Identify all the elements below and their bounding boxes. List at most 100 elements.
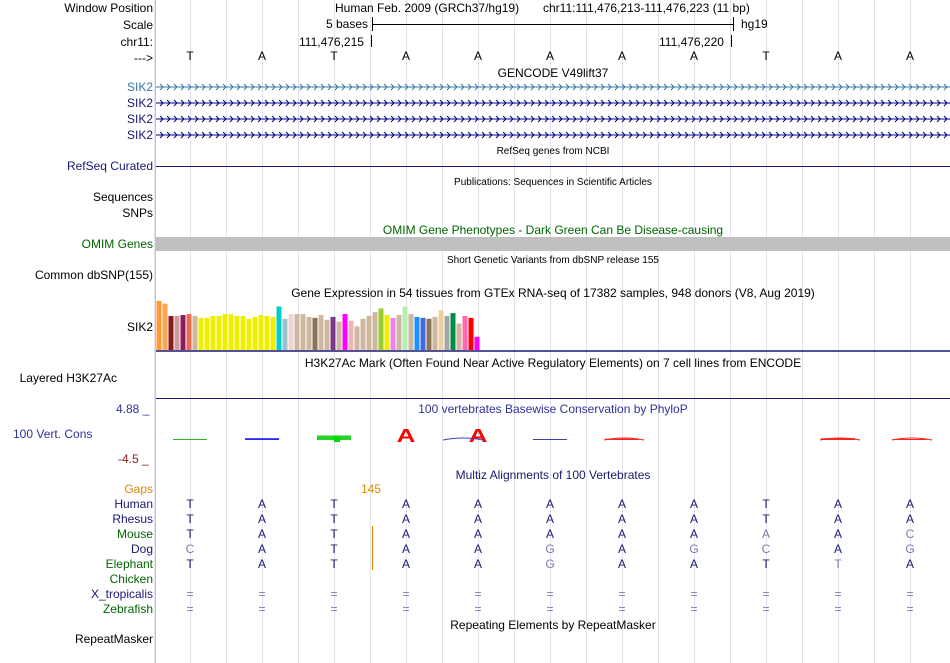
cons-marker <box>334 436 340 442</box>
gtex-gene-label[interactable]: SIK2 <box>126 320 153 334</box>
strand-chevron <box>803 99 808 107</box>
strand-chevron <box>768 131 773 139</box>
h3k27ac-label[interactable]: Layered H3K27Ac <box>19 371 117 385</box>
scale-bar <box>372 17 734 31</box>
strand-chevron <box>222 131 227 139</box>
cons-label[interactable]: 100 Vert. Cons <box>13 427 93 441</box>
strand-chevron <box>432 131 437 139</box>
strand-chevron <box>208 131 213 139</box>
cons-logo-glyph: A <box>397 426 416 446</box>
db-label: hg19 <box>741 17 768 31</box>
strand-chevron <box>929 83 934 91</box>
strand-chevron <box>208 115 213 123</box>
gencode-transcripts[interactable] <box>156 80 950 144</box>
label-gutter-border <box>155 0 156 663</box>
gtex-track-title: Gene Expression in 54 tissues from GTEx … <box>291 286 815 300</box>
strand-chevron <box>523 115 528 123</box>
strand-chevron <box>292 115 297 123</box>
strand-chevron <box>558 99 563 107</box>
coord-right-tick <box>731 35 732 47</box>
aligned-base: T <box>762 497 770 511</box>
gencode-gene-label-2[interactable]: SIK2 <box>126 96 153 110</box>
strand-chevron <box>796 131 801 139</box>
aligned-base: A <box>401 512 410 526</box>
strand-chevron <box>467 115 472 123</box>
refseq-line <box>156 166 950 167</box>
strand-chevron <box>838 115 843 123</box>
strand-chevron <box>635 115 640 123</box>
strand-chevron <box>586 83 591 91</box>
base-3: T <box>330 49 338 63</box>
aligned-base: T <box>186 512 194 526</box>
gridline <box>730 0 731 663</box>
omim-feature-bar[interactable] <box>156 237 950 251</box>
strand-chevron <box>803 115 808 123</box>
strand-chevron <box>411 99 416 107</box>
strand-chevron <box>845 99 850 107</box>
aligned-base: G <box>689 542 699 556</box>
strand-chevron <box>418 115 423 123</box>
publications-sequences-label[interactable]: Sequences <box>92 190 153 204</box>
aligned-base: A <box>257 497 266 511</box>
repeatmasker-label[interactable]: RepeatMasker <box>74 632 153 646</box>
strand-chevron <box>306 83 311 91</box>
aligned-base: A <box>257 512 266 526</box>
gtex-expression-chart[interactable] <box>156 298 950 353</box>
aligned-base: A <box>401 527 410 541</box>
strand-chevron <box>838 99 843 107</box>
publications-snps-label[interactable]: SNPs <box>122 206 153 220</box>
strand-chevron <box>313 131 318 139</box>
gencode-gene-label-4[interactable]: SIK2 <box>126 128 153 142</box>
strand-chevron <box>320 83 325 91</box>
strand-chevron <box>565 131 570 139</box>
refseq-label[interactable]: RefSeq Curated <box>66 159 153 173</box>
strand-chevron <box>901 83 906 91</box>
strand-chevron <box>432 83 437 91</box>
multiz-track-title: Multiz Alignments of 100 Vertebrates <box>455 468 651 482</box>
strand-chevron <box>481 115 486 123</box>
strand-chevron <box>586 131 591 139</box>
strand-chevron <box>334 131 339 139</box>
strand-chevron <box>313 115 318 123</box>
window-position-value: chr11:111,476,213-111,476,223 (11 bp) <box>543 1 750 15</box>
gencode-gene-label-3[interactable]: SIK2 <box>126 112 153 126</box>
omim-label[interactable]: OMIM Genes <box>81 237 153 251</box>
gtex-tissue-bar <box>324 319 330 350</box>
strand-chevron <box>656 131 661 139</box>
strand-chevron <box>348 131 353 139</box>
strand-chevron <box>250 83 255 91</box>
strand-chevron <box>558 83 563 91</box>
aligned-base: G <box>905 542 915 556</box>
gtex-tissue-bar <box>390 317 396 350</box>
strand-chevron <box>607 131 612 139</box>
strand-chevron <box>789 99 794 107</box>
strand-chevron <box>663 131 668 139</box>
strand-chevron <box>341 99 346 107</box>
strand-chevron <box>509 131 514 139</box>
aligned-base: G <box>545 557 555 571</box>
dbsnp-label[interactable]: Common dbSNP(155) <box>34 268 153 282</box>
strand-chevron <box>600 99 605 107</box>
species-label: X_tropicalis <box>90 587 153 601</box>
strand-chevron <box>537 83 542 91</box>
strand-chevron <box>705 115 710 123</box>
gtex-tissue-bar <box>204 317 210 350</box>
strand-chevron <box>908 99 913 107</box>
strand-chevron <box>341 131 346 139</box>
aligned-base: T <box>762 557 770 571</box>
strand-chevron <box>397 131 402 139</box>
strand-chevron <box>922 115 927 123</box>
strand-chevron <box>775 131 780 139</box>
strand-chevron <box>852 99 857 107</box>
strand-chevron <box>159 115 164 123</box>
gencode-gene-label-1[interactable]: SIK2 <box>126 80 153 94</box>
strand-chevron <box>243 83 248 91</box>
strand-chevron <box>887 115 892 123</box>
strand-chevron <box>425 99 430 107</box>
aligned-base: C <box>761 542 771 556</box>
strand-chevron <box>775 99 780 107</box>
strand-chevron <box>159 131 164 139</box>
strand-chevron <box>768 99 773 107</box>
